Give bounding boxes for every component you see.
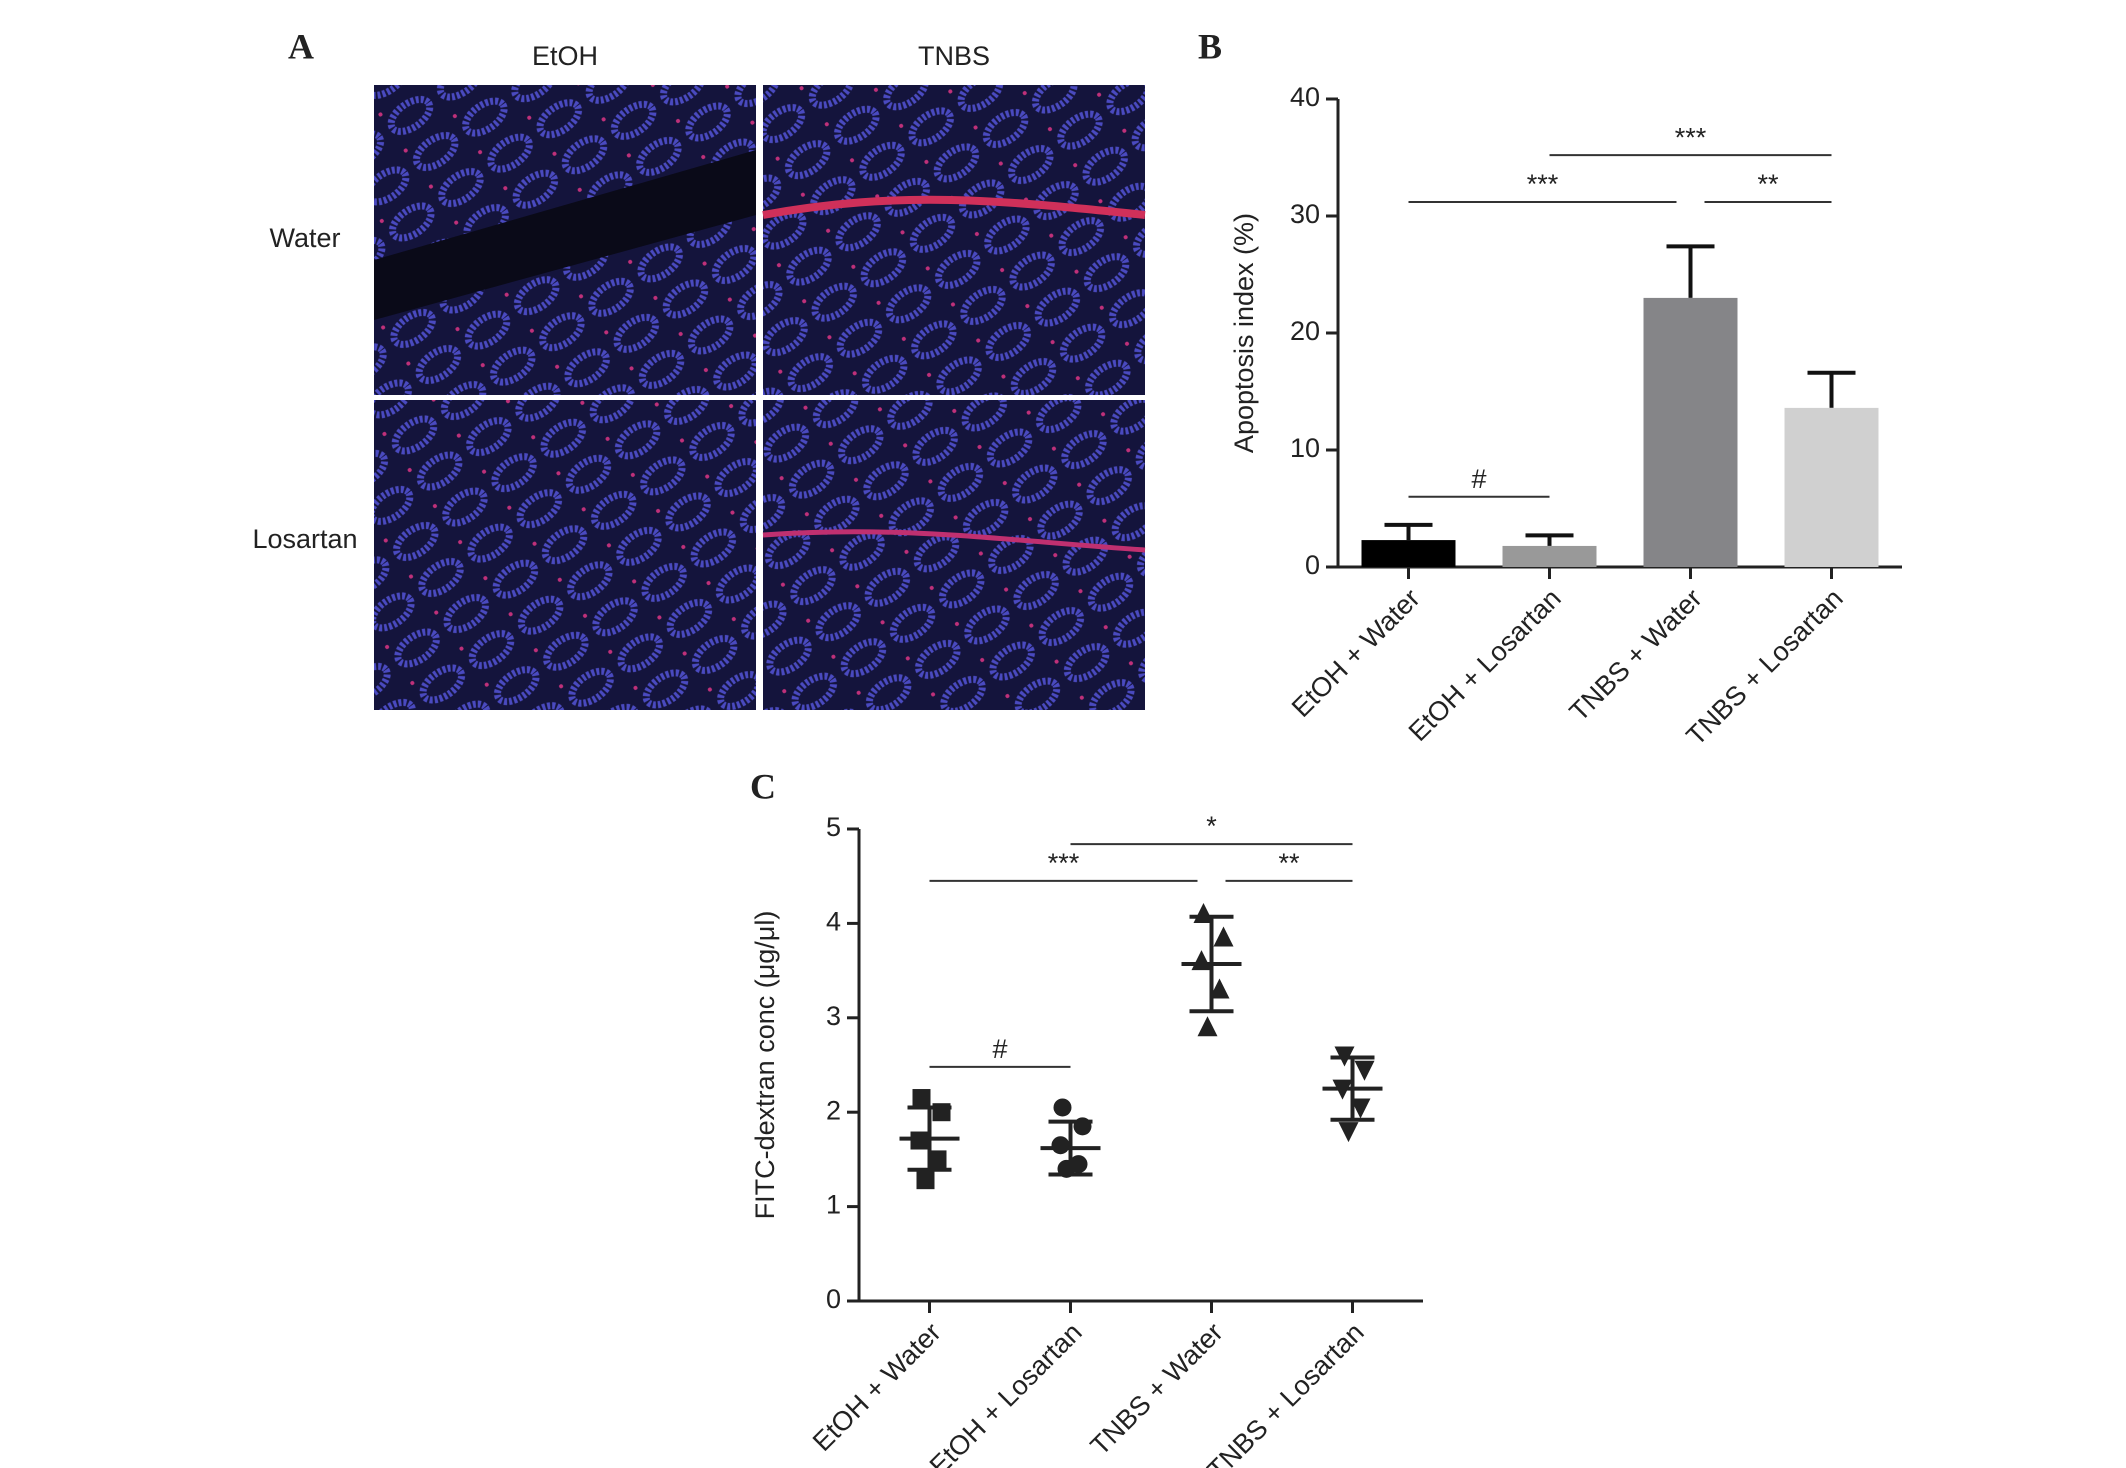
y-tick-label: 2 [826, 1095, 841, 1125]
y-tick-label: 10 [1290, 433, 1320, 463]
panel-label: B [1198, 26, 1222, 66]
significance-label: *** [1675, 122, 1707, 152]
y-axis-label: FITC-dextran conc (μg/μl) [750, 911, 780, 1220]
x-tick-label: EtOH + Losartan [1403, 583, 1567, 747]
point [916, 1171, 935, 1190]
x-tick-label: TNBS + Water [1085, 1317, 1229, 1461]
y-tick-label: 0 [1305, 550, 1320, 580]
point [1350, 1098, 1371, 1119]
point [928, 1150, 947, 1169]
significance-label: # [1471, 464, 1486, 494]
point [912, 1089, 931, 1108]
y-tick-label: 4 [826, 907, 841, 937]
x-tick-label: TNBS + Water [1564, 583, 1708, 727]
bar [1502, 545, 1597, 567]
x-tick-label: EtOH + Water [1286, 583, 1426, 723]
bar [1361, 540, 1456, 567]
significance-label: *** [1527, 169, 1559, 199]
point [1209, 978, 1230, 999]
row-label: Losartan [252, 524, 357, 554]
y-tick-label: 20 [1290, 316, 1320, 346]
significance-label: ** [1757, 169, 1779, 199]
point [1051, 1136, 1070, 1155]
significance-label: ** [1278, 848, 1300, 878]
y-tick-label: 1 [826, 1190, 841, 1220]
column-label: TNBS [918, 41, 990, 71]
bar [1784, 407, 1879, 567]
point [1197, 1016, 1218, 1037]
significance-label: # [992, 1034, 1007, 1064]
x-tick-label: EtOH + Losartan [924, 1317, 1088, 1468]
y-tick-label: 30 [1290, 199, 1320, 229]
significance-label: *** [1048, 848, 1080, 878]
lumen [374, 150, 756, 320]
significance-label: * [1206, 811, 1217, 841]
x-tick-label: EtOH + Water [807, 1317, 947, 1457]
micrograph [763, 85, 1145, 395]
micrograph [374, 400, 756, 710]
point [1191, 950, 1212, 971]
point [1213, 926, 1234, 947]
panel-label: A [288, 26, 314, 66]
stain [762, 529, 1146, 553]
y-tick-label: 40 [1290, 82, 1320, 112]
y-tick-label: 3 [826, 1001, 841, 1031]
micrograph [763, 400, 1145, 710]
y-axis-label: Apoptosis index (%) [1229, 213, 1259, 453]
stain [762, 195, 1146, 219]
y-tick-label: 5 [826, 812, 841, 842]
column-label: EtOH [532, 41, 598, 71]
panel-label: C [750, 766, 776, 806]
point [1354, 1060, 1375, 1081]
row-label: Water [269, 223, 340, 253]
bar [1643, 297, 1738, 567]
y-tick-label: 0 [826, 1284, 841, 1314]
point [1053, 1098, 1072, 1117]
point [1338, 1122, 1359, 1143]
x-tick-label: TNBS + Losartan [1681, 583, 1849, 751]
